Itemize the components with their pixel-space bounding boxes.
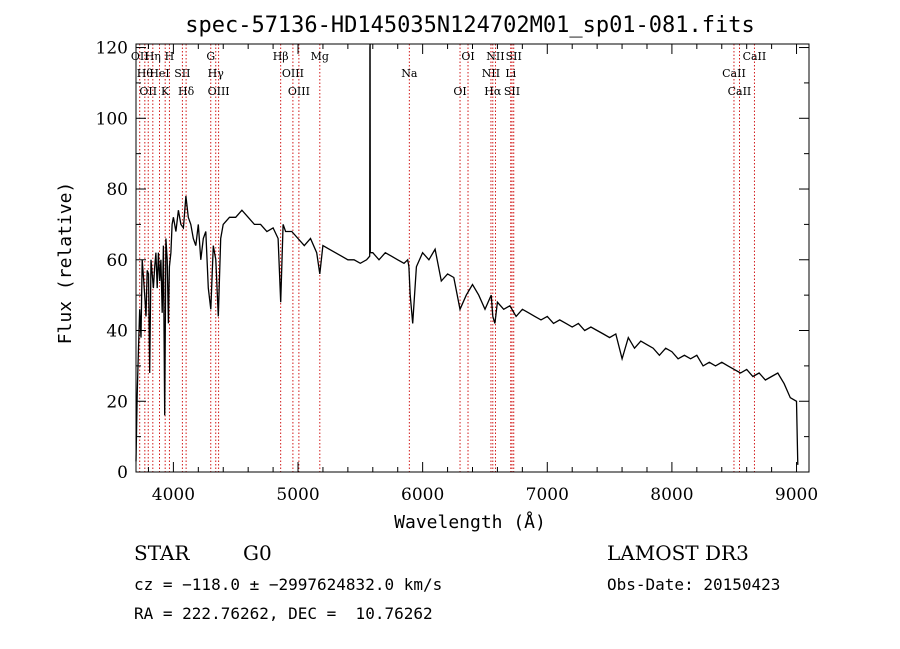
line-label: OIII: [282, 67, 304, 80]
line-label: K: [161, 85, 170, 98]
y-tick-label: 20: [106, 392, 128, 412]
object-class: STAR: [134, 541, 190, 565]
y-tick-label: 0: [117, 463, 128, 483]
line-label: SII: [506, 50, 522, 63]
line-label: Hα: [484, 85, 502, 98]
line-label: Na: [401, 67, 418, 80]
object-subclass: G0: [243, 541, 272, 565]
chart-title: spec-57136-HD145035N124702M01_sp01-081.f…: [185, 13, 755, 38]
x-tick-label: 9000: [775, 485, 818, 505]
line-label: OI: [461, 50, 474, 63]
y-axis: 0 20 40 60 80 100 120: [96, 39, 809, 483]
x-tick-label: 8000: [650, 485, 693, 505]
survey-label: LAMOST DR3: [607, 541, 749, 565]
coordinates: RA = 222.76262, DEC = 10.76262: [134, 604, 433, 623]
line-label: Hδ: [178, 85, 195, 98]
x-tick-label: 4000: [152, 485, 195, 505]
spectrum-line: [135, 43, 799, 465]
line-label: SII: [504, 85, 520, 98]
line-label: CaII: [728, 85, 752, 98]
x-axis-label: Wavelength (Å): [394, 511, 546, 533]
line-label: Mg: [311, 50, 329, 63]
y-tick-label: 60: [106, 251, 128, 271]
obs-date: Obs-Date: 20150423: [607, 575, 780, 594]
redshift-info: cz = −118.0 ± −2997624832.0 km/s: [134, 575, 442, 594]
line-label: NII: [482, 67, 500, 80]
x-tick-label: 7000: [526, 485, 569, 505]
line-label: Hβ: [273, 50, 289, 63]
line-label: H: [165, 50, 175, 63]
line-label: NII: [486, 50, 504, 63]
line-label: Hη: [145, 50, 161, 63]
line-label: HeI: [149, 67, 169, 80]
plot-frame: [135, 43, 810, 473]
line-labels: OIIHθOIIHηHeIKHSIIHδGHγOIIIHβOIIIOIIIMgN…: [131, 50, 766, 98]
line-label: OI: [453, 85, 466, 98]
x-axis: 4000 5000 6000 7000 8000 9000: [147, 44, 818, 505]
line-label: OIII: [208, 85, 230, 98]
line-label: CaII: [722, 67, 746, 80]
line-label: G: [206, 50, 215, 63]
line-label: SII: [174, 67, 190, 80]
line-markers: [139, 44, 755, 472]
line-label: OII: [139, 85, 157, 98]
x-tick-label: 5000: [276, 485, 319, 505]
x-tick-label: 6000: [401, 485, 444, 505]
line-label: Hγ: [208, 67, 225, 80]
y-tick-label: 40: [106, 322, 128, 342]
y-tick-label: 80: [106, 180, 128, 200]
line-label: Li: [505, 67, 516, 80]
y-tick-label: 100: [96, 109, 128, 129]
line-label: OIII: [288, 85, 310, 98]
y-axis-label: Flux (relative): [55, 182, 76, 345]
y-tick-label: 120: [96, 39, 128, 59]
line-label: OII: [131, 50, 149, 63]
line-label: Hθ: [137, 67, 154, 80]
line-label: CaII: [743, 50, 767, 63]
